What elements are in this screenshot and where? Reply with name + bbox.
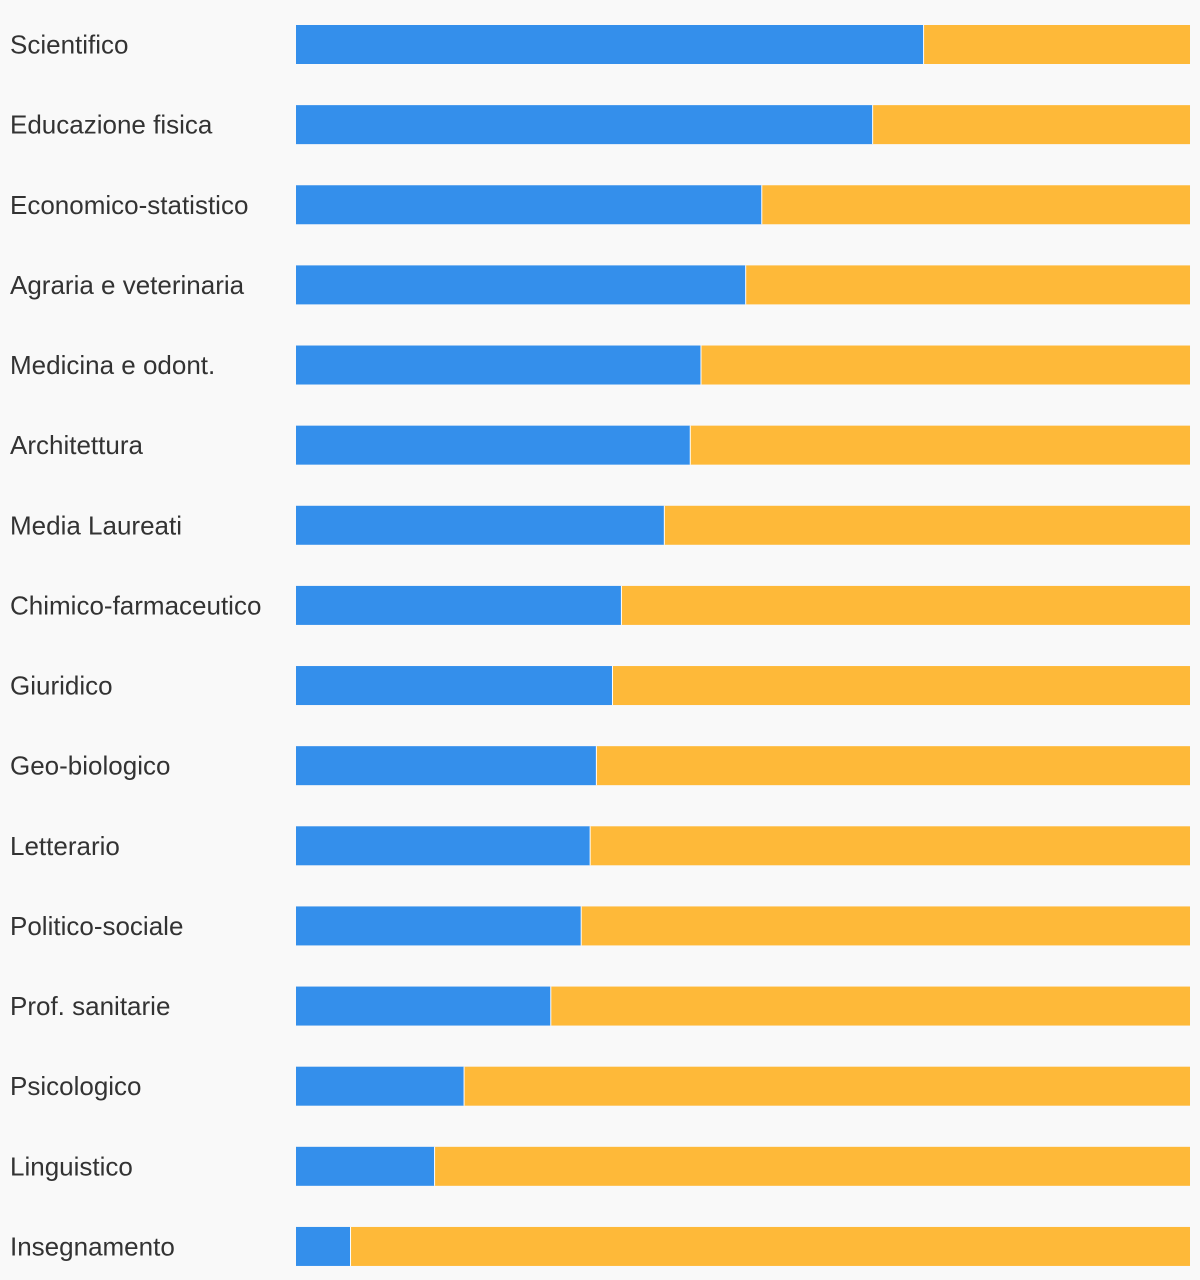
category-label: Politico-sociale — [10, 911, 183, 941]
category-label: Giuridico — [10, 671, 113, 701]
category-label: Economico-statistico — [10, 190, 248, 220]
category-label: Prof. sanitarie — [10, 991, 170, 1021]
bar-segment-series-2 — [434, 1146, 1190, 1186]
bar-segment-series-1 — [296, 105, 873, 145]
category-label: Agraria e veterinaria — [10, 270, 245, 300]
category-label: Architettura — [10, 430, 143, 460]
bar-segment-series-2 — [923, 25, 1190, 64]
bar-segment-series-2 — [700, 345, 1190, 385]
bar-segment-series-1 — [296, 746, 597, 786]
bar-segment-series-1 — [296, 666, 613, 706]
bar-segment-series-2 — [872, 105, 1190, 145]
bar-segment-series-1 — [296, 265, 746, 305]
bar-segment-series-1 — [296, 505, 665, 545]
category-label: Insegnamento — [10, 1231, 175, 1261]
bar-segment-series-1 — [296, 425, 691, 465]
category-label: Linguistico — [10, 1151, 133, 1181]
bar-segment-series-1 — [296, 185, 762, 225]
bar-segment-series-2 — [590, 826, 1190, 866]
bar-segment-series-2 — [664, 505, 1190, 545]
category-label: Geo-biologico — [10, 751, 170, 781]
category-label: Medicina e odont. — [10, 350, 215, 380]
bar-segment-series-2 — [550, 986, 1190, 1026]
category-label: Media Laureati — [10, 510, 182, 540]
bar-segment-series-2 — [596, 746, 1190, 786]
category-label: Chimico-farmaceutico — [10, 590, 261, 620]
bar-segment-series-1 — [296, 25, 924, 64]
bar-segment-series-2 — [621, 585, 1190, 625]
category-label: Educazione fisica — [10, 110, 213, 140]
bar-segment-series-1 — [296, 826, 591, 866]
bar-segment-series-2 — [464, 1066, 1190, 1106]
bar-segment-series-2 — [581, 906, 1190, 946]
bar-segment-series-1 — [296, 1066, 465, 1106]
bar-segment-series-2 — [745, 265, 1190, 305]
bars — [296, 25, 1190, 1266]
bar-segment-series-1 — [296, 1146, 435, 1186]
category-labels: Scientifico Educazione fisica Economico-st… — [10, 30, 261, 1262]
bar-segment-series-1 — [296, 1226, 351, 1266]
bar-segment-series-2 — [612, 666, 1190, 706]
bar-segment-series-1 — [296, 585, 622, 625]
category-label: Psicologico — [10, 1071, 142, 1101]
bar-segment-series-2 — [690, 425, 1190, 465]
bar-segment-series-1 — [296, 906, 582, 946]
category-label: Scientifico — [10, 30, 129, 60]
bar-segment-series-1 — [296, 345, 701, 385]
bar-segment-series-2 — [350, 1226, 1190, 1266]
bar-segment-series-1 — [296, 986, 551, 1026]
bar-segment-series-2 — [761, 185, 1190, 225]
category-label: Letterario — [10, 831, 120, 861]
